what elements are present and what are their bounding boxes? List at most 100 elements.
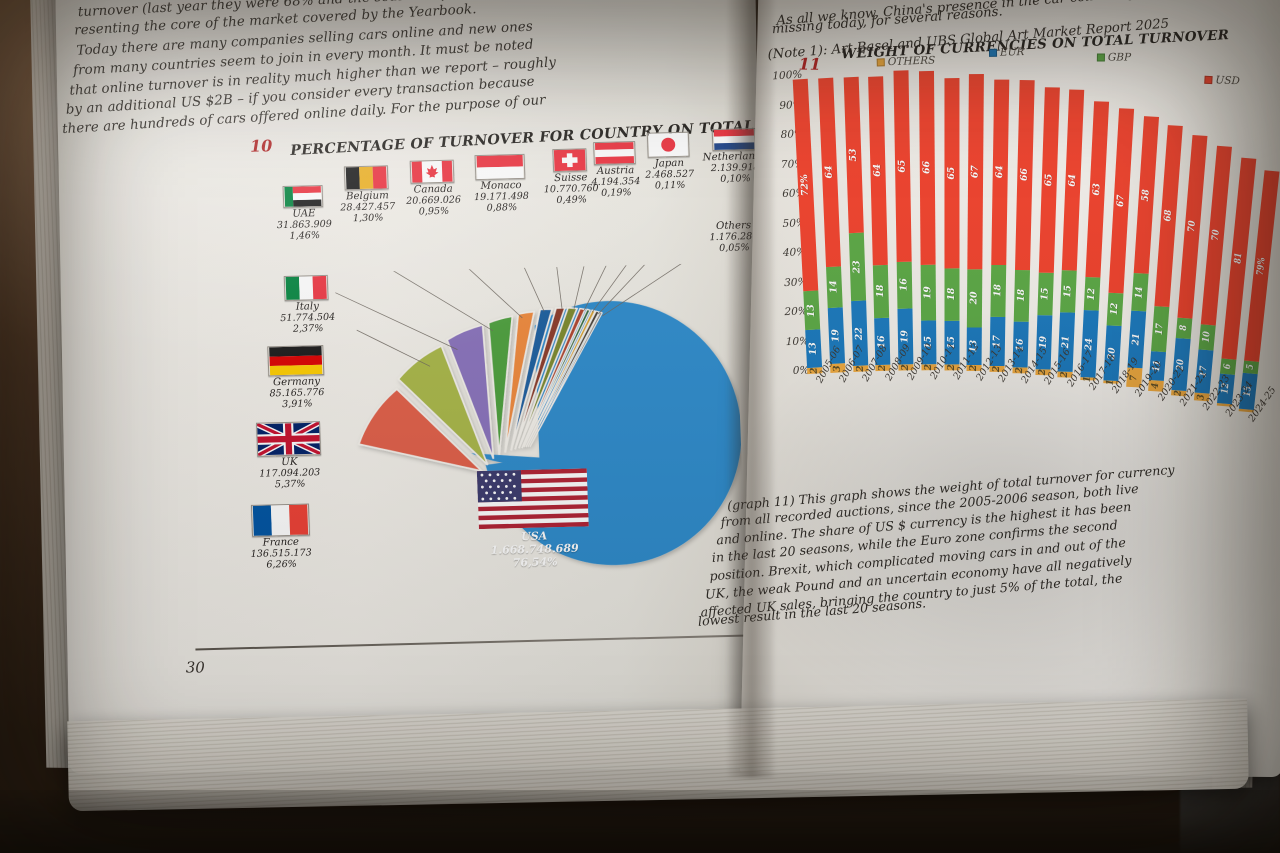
- bar-value-label: 68: [1162, 209, 1175, 223]
- bar-value-label: 14: [1133, 286, 1146, 299]
- bar-segment-usd: 64: [1062, 89, 1085, 271]
- y-axis-tick: 50%: [782, 216, 807, 230]
- foreground-shadow: [0, 790, 1280, 853]
- bar-segment-usd: 65: [944, 78, 959, 269]
- bar-segment-usd: 58: [1133, 116, 1159, 274]
- bar-segment-gbp: 6: [1219, 358, 1236, 375]
- pie-label-percent: 0,95%: [418, 205, 450, 218]
- bar-segment-gbp: 19: [920, 264, 936, 321]
- pie-label-italy: Italy 51.774.504 2,37%: [279, 274, 336, 335]
- pie-label-amount: 136.515.173: [250, 547, 312, 560]
- pie-label-amount: 10.770.760: [543, 182, 599, 196]
- bar-value-label: 17: [1154, 322, 1167, 336]
- bar-column: 2 19 16 65: [893, 70, 914, 371]
- flag-netherlands-icon: [711, 127, 757, 152]
- figure-10-number: 10: [249, 136, 273, 156]
- y-axis-tick: 40%: [783, 246, 807, 260]
- book-page-right: market with 19%, and China and Hong Kong…: [697, 0, 1280, 778]
- bar-segment-usd: 64: [868, 76, 888, 266]
- flag-italy-icon: [284, 274, 330, 301]
- bar-column: 3 19 14 64: [818, 77, 845, 373]
- pie-label-suisse: Suisse 10.770.760 0,49%: [542, 148, 599, 206]
- bar-segment-usd: 65: [893, 70, 912, 262]
- bar-value-label: 64: [823, 165, 835, 180]
- bar-value-label: 10: [1200, 331, 1213, 344]
- x-axis-ticks: 2005-06 2006-07 2007-08 2008-09 2009-10 2010-…: [750, 18, 1280, 424]
- bar-value-label: 24: [1083, 337, 1096, 351]
- legend-swatch-eur: [988, 48, 998, 57]
- bar-segment-gbp: 18: [1013, 269, 1030, 322]
- pie-label-usa: USA 1.668.748.689 76,54%: [462, 468, 605, 570]
- bar-segment-usd: 65: [1038, 87, 1060, 273]
- y-axis-tick: 0%: [792, 364, 810, 377]
- bar-segment-gbp: 18: [944, 267, 959, 321]
- bar-value-label: 66: [1018, 168, 1031, 182]
- bar-value-label: 58: [1139, 188, 1152, 202]
- bar-column: 2 22 23 53: [843, 76, 868, 372]
- flag-monaco-icon: [474, 153, 526, 181]
- bar-value-label: 53: [847, 148, 859, 162]
- bar-value-label: 18: [1015, 289, 1028, 303]
- y-axis-tick: 10%: [785, 334, 809, 348]
- bar-column: 2 13 20 67: [966, 74, 984, 371]
- bar-segment-gbp: 13: [803, 290, 820, 330]
- pie-label-belgium: Belgium 28.427.457 1,30%: [339, 165, 396, 224]
- bar-segment-gbp: 12: [1083, 276, 1101, 311]
- bar-column: 2 15 19 66: [918, 70, 936, 371]
- flag-belgium-icon: [344, 165, 390, 191]
- bar-segment-usd: 53: [843, 76, 863, 234]
- y-axis-tick: 60%: [781, 186, 806, 201]
- bar-segment-gbp: 14: [1130, 273, 1148, 312]
- bar-segment-gbp: 10: [1198, 323, 1216, 351]
- bar-value-label: 5: [1245, 364, 1257, 371]
- pie-label-uk: UK 117.094.203 5,37%: [255, 421, 322, 491]
- bar-segment-usd: 64: [818, 77, 841, 267]
- bar-value-label: 64: [1067, 173, 1079, 187]
- bar-value-label: 13: [807, 341, 820, 356]
- flag-usa-icon: [476, 468, 589, 530]
- bar-value-label: 19: [899, 329, 911, 344]
- pie-label-percent: 0,19%: [600, 187, 632, 199]
- bar-column: 2 17 18 64: [989, 79, 1009, 372]
- bar-value-label: 70: [1210, 229, 1223, 242]
- flag-japan-icon: [647, 131, 691, 158]
- bar-value-label: 67: [1115, 194, 1127, 207]
- bar-segment-gbp: 17: [1151, 305, 1170, 352]
- bar-segment-usd: 66: [918, 70, 936, 265]
- open-book: businesses online. COVID ... auctions on…: [28, 0, 1280, 828]
- y-axis-ticks: 100% 90% 80% 70% 60% 50% 40% 30% 20% 10% 0%: [750, 18, 1280, 377]
- pie-label-percent: 0,11%: [654, 179, 686, 192]
- bar-value-label: 20: [969, 291, 981, 305]
- bar-segment-usd: 72%: [792, 78, 818, 292]
- bar-column: 2 19 15 65: [1035, 87, 1060, 376]
- bar-segment-gbp: 15: [1036, 272, 1053, 316]
- bar-segment-eur: 13: [805, 329, 822, 369]
- bar-segment-usd: 67: [967, 74, 984, 270]
- flag-uk-icon: [255, 421, 322, 457]
- bar-value-label: 22: [853, 326, 865, 341]
- pie-label-percent: 5,37%: [274, 478, 306, 491]
- bar-value-label: 64: [994, 165, 1006, 179]
- legend-others: OTHERS: [876, 54, 935, 68]
- bar-segment-gbp: 14: [825, 266, 843, 309]
- legend-eur: EUR: [988, 46, 1025, 59]
- y-axis-tick: 30%: [783, 275, 808, 289]
- pie-chart-graphic: [335, 262, 742, 565]
- bar-value-label: 8: [1178, 324, 1190, 332]
- bar-segment-gbp: 16: [896, 261, 913, 309]
- page-number: 30: [185, 658, 206, 677]
- pie-label-percent: 1,46%: [289, 230, 321, 242]
- bar-chart-plot-area: 2 13 13 72% 3 19 14 64 2 22 23 53 2 16 18 64 2 19 16 65 2 15 1…: [792, 70, 1280, 413]
- bar-segment-gbp: 8: [1175, 317, 1193, 340]
- bar-column: 1 24 12 63: [1080, 101, 1109, 382]
- bar-column: 2 15 18 65: [944, 78, 959, 371]
- pie-label-germany: Germany 85.165.776 3,91%: [267, 345, 325, 410]
- pie-label-monaco: Monaco 19.171.498 0,88%: [473, 153, 530, 214]
- bar-value-label: 12: [1108, 302, 1121, 316]
- flag-switzerland-icon: [552, 148, 588, 173]
- bar-segment-usd: 67: [1108, 108, 1134, 294]
- bar-segment-gbp: 20: [967, 269, 983, 328]
- bar-value-label: 14: [828, 280, 840, 294]
- bar-column: 2 16 18 66: [1012, 80, 1035, 374]
